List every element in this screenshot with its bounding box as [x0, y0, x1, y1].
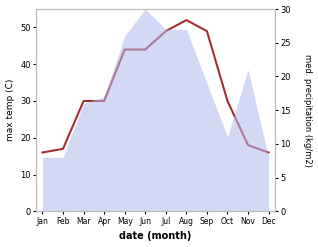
Y-axis label: med. precipitation (kg/m2): med. precipitation (kg/m2) — [303, 54, 313, 167]
X-axis label: date (month): date (month) — [119, 231, 192, 242]
Y-axis label: max temp (C): max temp (C) — [5, 79, 15, 141]
